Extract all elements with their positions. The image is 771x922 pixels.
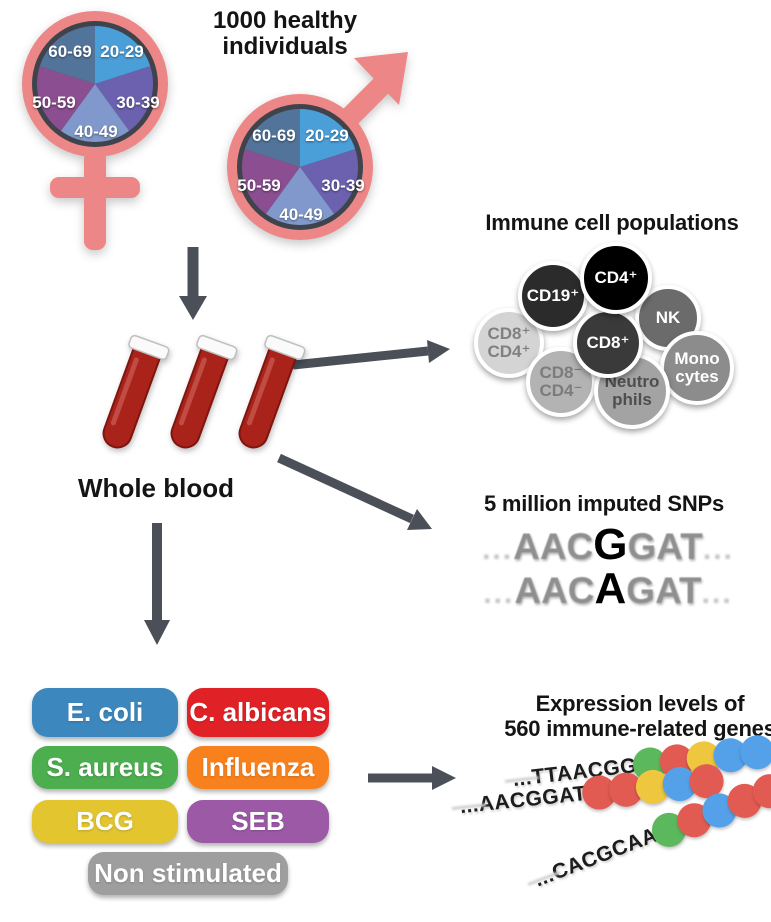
snp-sequence-alt: ...AACAGAT... [448, 567, 768, 612]
pie-slice-60-69 [244, 109, 300, 167]
age-label-30-39: 30-39 [116, 93, 160, 112]
female-age-pie [36, 25, 154, 142]
sequence-trailing-dots: ... [702, 533, 734, 566]
female-symbol: 20-29 30-39 40-49 50-59 60-69 [5, 0, 195, 260]
stimulus-c-albicans: C. albicans [187, 688, 329, 737]
blood-tube [92, 333, 171, 455]
sequence-right: GAT [626, 570, 702, 611]
pie-slice-40-49 [265, 167, 335, 225]
female-symbol-glyph [22, 11, 168, 250]
arrow-demographics-to-blood-icon [179, 247, 207, 320]
stimulus-e-coli: E. coli [32, 688, 178, 737]
age-label-20-29: 20-29 [100, 42, 144, 61]
expression-title-line1: Expression levels of [535, 691, 745, 716]
sequence-leading-dots: ... [482, 533, 514, 566]
age-label-20-29: 20-29 [305, 126, 349, 145]
study-title-line1: 1000 healthy [212, 7, 358, 34]
age-label-40-49: 40-49 [74, 122, 118, 141]
stimulus-bcg: BCG [32, 800, 178, 843]
arrow-stimuli-to-expression-icon [368, 766, 456, 790]
stimulus-seb: SEB [187, 800, 329, 843]
arrow-blood-to-snps-icon [277, 453, 432, 530]
male-symbol-glyph [227, 52, 408, 240]
expression-title-line2: 560 immune-related genes [504, 716, 771, 741]
pie-slice-40-49 [60, 84, 130, 142]
sequence-right: GAT [627, 526, 703, 567]
sequence-left: AAC [513, 526, 594, 567]
immune-cells-title: Immune cell populations [485, 210, 739, 235]
stimulus-s-aureus: S. aureus [32, 746, 178, 789]
snp-sequences: ...AACGGAT... ...AACAGAT... [448, 523, 768, 612]
male-symbol: 20-29 30-39 40-49 50-59 60-69 [215, 25, 475, 250]
sequence-trailing-dots: ... [701, 577, 733, 610]
age-label-60-69: 60-69 [252, 126, 296, 145]
blood-tube [228, 333, 307, 455]
cell-cd8pos: CD8⁺ [573, 308, 643, 378]
study-title: 1000 healthy individuals [175, 8, 395, 60]
pie-slice-50-59 [241, 149, 300, 214]
expression-title: Expression levels of 560 immune-related … [495, 691, 771, 741]
whole-blood-label: Whole blood [78, 473, 234, 503]
age-label-50-59: 50-59 [237, 176, 281, 195]
age-label-30-39: 30-39 [321, 176, 365, 195]
sequence-leading-dots: ... [483, 577, 515, 610]
sequence-left: AAC [514, 570, 595, 611]
age-label-40-49: 40-49 [279, 205, 323, 224]
cell-cd4pos: CD4⁺ [580, 242, 652, 314]
snp-allele-a: A [594, 564, 627, 613]
blood-tube [160, 333, 239, 455]
stimulus-non-stimulated: Non stimulated [88, 852, 288, 895]
age-label-50-59: 50-59 [32, 93, 76, 112]
stimulus-influenza: Influenza [187, 746, 329, 789]
cell-cd8neg-cd4neg: CD8⁻ CD4⁻ [526, 347, 596, 417]
blood-tubes [90, 333, 350, 485]
pie-slice-30-39 [300, 149, 359, 214]
snp-sequence-ref: ...AACGGAT... [448, 523, 768, 568]
pie-slice-20-29 [300, 108, 356, 167]
male-age-pie [241, 108, 359, 225]
arrow-blood-to-stimuli-icon [144, 523, 170, 645]
pie-slice-20-29 [95, 25, 151, 84]
age-label-60-69: 60-69 [48, 42, 92, 61]
pie-slice-60-69 [39, 25, 95, 84]
pie-slice-50-59 [36, 66, 95, 131]
study-title-line2: individuals [222, 33, 348, 60]
pie-slice-30-39 [95, 66, 154, 131]
arrow-blood-to-cells-icon [292, 340, 450, 370]
snps-title: 5 million imputed SNPs [483, 491, 725, 516]
cell-cd19pos: CD19⁺ [518, 261, 588, 331]
snp-allele-g: G [593, 520, 628, 569]
cell-monocytes: Mono cytes [660, 331, 734, 405]
